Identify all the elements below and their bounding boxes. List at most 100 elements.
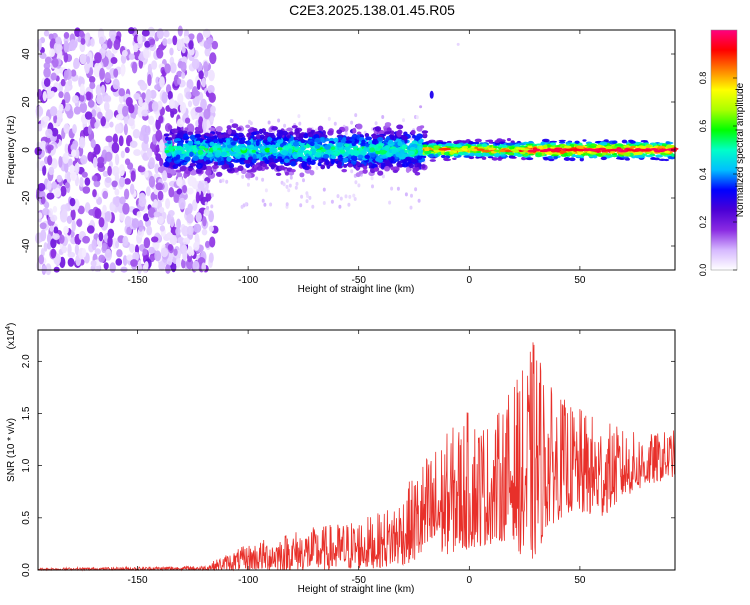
heatmap-cell bbox=[258, 128, 263, 135]
heatmap-cell bbox=[142, 248, 148, 256]
heatmap-cell bbox=[64, 143, 69, 154]
heatmap-cell bbox=[176, 177, 183, 187]
heatmap-cell bbox=[288, 183, 292, 188]
heatmap-cell bbox=[53, 187, 62, 198]
heatmap-cell bbox=[365, 136, 373, 141]
heatmap-cell bbox=[151, 60, 158, 70]
heatmap-cell bbox=[410, 193, 413, 198]
heatmap-cell bbox=[198, 70, 204, 80]
heatmap-cell bbox=[156, 48, 164, 59]
heatmap-cell bbox=[95, 84, 102, 97]
heatmap-cell bbox=[362, 168, 368, 174]
heatmap-cell bbox=[598, 147, 607, 151]
heatmap-cell bbox=[565, 143, 571, 146]
heatmap-cell bbox=[264, 188, 268, 193]
heatmap-cell bbox=[261, 177, 265, 182]
heatmap-cell bbox=[476, 148, 485, 151]
heatmap-cell bbox=[481, 143, 488, 148]
heatmap-cell bbox=[225, 179, 229, 184]
heatmap-cell bbox=[408, 163, 414, 169]
heatmap-cell bbox=[201, 77, 207, 88]
heatmap-cell bbox=[252, 154, 257, 160]
spectrogram-panel: -150 -100 -50 0 50 -40 -20 0 20 40 Height of str… bbox=[6, 25, 679, 295]
heatmap-cell bbox=[538, 145, 543, 150]
heatmap-cell bbox=[294, 128, 300, 134]
heatmap-cell bbox=[221, 178, 225, 183]
heatmap-cell bbox=[186, 213, 194, 224]
heatmap-cell bbox=[121, 49, 128, 57]
heatmap-cell bbox=[289, 175, 293, 180]
heatmap-cell bbox=[44, 201, 50, 209]
heatmap-cell bbox=[321, 130, 326, 136]
heatmap-cell bbox=[94, 121, 99, 129]
heatmap-cell bbox=[404, 149, 410, 153]
heatmap-cell bbox=[53, 114, 58, 124]
heatmap-cell bbox=[513, 152, 519, 156]
heatmap-cell bbox=[506, 142, 514, 146]
heatmap-cell bbox=[187, 100, 193, 108]
heatmap-cell bbox=[381, 115, 385, 119]
heatmap-cell bbox=[378, 145, 383, 149]
heatmap-cell bbox=[576, 148, 585, 152]
heatmap-cell bbox=[122, 255, 128, 266]
heatmap-cell bbox=[325, 149, 332, 154]
heatmap-cell bbox=[333, 121, 337, 126]
heatmap-cell bbox=[122, 105, 129, 117]
heatmap-cell bbox=[96, 93, 104, 105]
heatmap-cell bbox=[429, 159, 436, 162]
heatmap-cell bbox=[605, 153, 611, 156]
heatmap-cell bbox=[112, 133, 118, 144]
heatmap-cell bbox=[248, 119, 251, 124]
heatmap-cell bbox=[297, 114, 301, 119]
heatmap-cell bbox=[558, 141, 566, 144]
heatmap-cell bbox=[208, 210, 214, 223]
heatmap-cell bbox=[119, 176, 125, 188]
heatmap-cell bbox=[306, 194, 309, 198]
heatmap-cell bbox=[203, 208, 210, 217]
heatmap-cell bbox=[392, 135, 397, 141]
heatmap-cell bbox=[162, 38, 168, 46]
heatmap-cell bbox=[204, 201, 208, 206]
heatmap-cell bbox=[405, 167, 410, 173]
heatmap-cell bbox=[145, 186, 151, 197]
heatmap-cell bbox=[52, 233, 60, 241]
heatmap-cell bbox=[551, 154, 559, 157]
heatmap-cell bbox=[220, 161, 225, 166]
heatmap-cell bbox=[100, 116, 106, 127]
heatmap-cell bbox=[60, 185, 67, 197]
heatmap-cell bbox=[125, 96, 133, 107]
x-tick-label: 0 bbox=[467, 575, 473, 586]
heatmap-cell bbox=[410, 130, 416, 135]
heatmap-cell bbox=[82, 186, 91, 194]
heatmap-cell bbox=[92, 156, 98, 168]
heatmap-cell bbox=[187, 203, 193, 214]
heatmap-cell bbox=[231, 129, 237, 135]
heatmap-cell bbox=[69, 39, 77, 51]
heatmap-cell bbox=[118, 88, 126, 97]
heatmap-cell bbox=[351, 133, 358, 139]
heatmap-cell bbox=[52, 205, 58, 213]
heatmap-cell bbox=[169, 47, 174, 56]
heatmap-cell bbox=[157, 216, 164, 225]
heatmap-cell bbox=[182, 237, 191, 245]
heatmap-cell bbox=[98, 36, 105, 45]
heatmap-cell bbox=[189, 134, 196, 141]
heatmap-cell bbox=[301, 162, 307, 169]
heatmap-cell bbox=[188, 40, 194, 50]
heatmap-cell bbox=[41, 265, 48, 273]
heatmap-cell bbox=[658, 145, 666, 149]
heatmap-cell bbox=[202, 28, 211, 38]
heatmap-cell bbox=[337, 135, 343, 141]
heatmap-cell bbox=[308, 195, 312, 200]
heatmap-cell bbox=[80, 154, 88, 165]
heatmap-cell bbox=[414, 187, 418, 192]
y-tick-label: 0.5 bbox=[21, 510, 32, 524]
heatmap-cell bbox=[229, 151, 236, 155]
heatmap-cell bbox=[182, 184, 188, 194]
heatmap-cell bbox=[123, 188, 130, 200]
heatmap-cell bbox=[250, 131, 257, 136]
heatmap-cell bbox=[84, 111, 93, 120]
heatmap-cell bbox=[176, 172, 183, 178]
y-tick-label: -20 bbox=[21, 190, 32, 205]
heatmap-cell bbox=[66, 171, 72, 184]
